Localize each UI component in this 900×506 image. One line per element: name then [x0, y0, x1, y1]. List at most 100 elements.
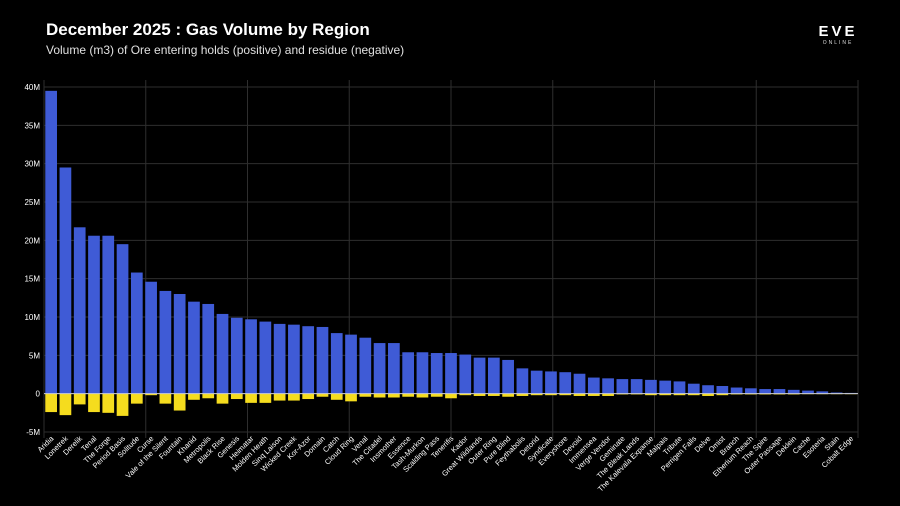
- bar-negative: [330, 393, 343, 400]
- bar-negative: [473, 393, 486, 396]
- y-tick-label: 25M: [24, 198, 40, 207]
- bar-positive: [288, 324, 300, 394]
- bar-positive: [302, 326, 315, 394]
- bar-negative: [88, 393, 100, 413]
- bar-negative: [388, 393, 400, 398]
- bar-positive: [173, 294, 186, 394]
- bar-positive: [502, 359, 514, 394]
- y-tick-label: 5M: [29, 351, 40, 360]
- bar-negative: [302, 393, 315, 400]
- bar-positive: [230, 317, 243, 394]
- y-tick-label: 0: [36, 390, 41, 399]
- bar-negative: [316, 393, 329, 397]
- bar-negative: [116, 393, 129, 416]
- logo-subtext: ONLINE: [822, 40, 854, 46]
- bars: [45, 90, 857, 416]
- bar-positive: [345, 334, 357, 394]
- bar-positive: [73, 227, 86, 394]
- bar-negative: [430, 393, 443, 397]
- bar-positive: [559, 372, 572, 394]
- bar-negative: [145, 393, 157, 396]
- bar-positive: [645, 379, 657, 394]
- bar-positive: [445, 353, 457, 394]
- bar-positive: [159, 290, 172, 394]
- bar-negative: [259, 393, 272, 403]
- bar-negative: [345, 393, 357, 402]
- bar-negative: [459, 393, 472, 396]
- chart-subtitle: Volume (m3) of Ore entering holds (posit…: [46, 43, 405, 57]
- bar-positive: [202, 303, 215, 394]
- bar-positive: [687, 383, 700, 394]
- bar-positive: [773, 389, 786, 394]
- bar-positive: [745, 388, 757, 394]
- bar-positive: [516, 368, 529, 394]
- bar-negative: [59, 393, 72, 416]
- bar-positive: [487, 357, 500, 394]
- bar-positive: [830, 392, 843, 394]
- bar-negative: [173, 393, 186, 411]
- y-tick-label: -5M: [26, 428, 40, 437]
- bar-negative: [587, 393, 600, 396]
- bar-negative: [716, 393, 729, 396]
- y-tick-label: 10M: [24, 313, 40, 322]
- y-tick-label: 40M: [24, 83, 40, 92]
- bar-positive: [359, 337, 372, 394]
- bar-positive: [759, 389, 772, 394]
- bar-negative: [202, 393, 215, 399]
- bar-positive: [259, 321, 272, 394]
- bar-positive: [545, 371, 557, 394]
- bar-positive: [316, 326, 329, 394]
- bar-positive: [416, 352, 429, 394]
- bar-negative: [445, 393, 457, 399]
- bar-positive: [459, 354, 472, 394]
- bar-negative: [402, 393, 415, 397]
- bar-negative: [673, 393, 686, 396]
- bar-negative: [702, 393, 714, 396]
- bar-positive: [659, 380, 672, 394]
- bar-negative: [359, 393, 372, 397]
- bar-positive: [59, 167, 72, 394]
- y-axis-ticks: -5M 0 5M 10M 15M 20M 25M 30M 35M 40M: [24, 83, 40, 437]
- bar-positive: [88, 235, 100, 394]
- bar-positive: [673, 381, 686, 394]
- bar-negative: [159, 393, 172, 404]
- bar-negative: [216, 393, 229, 404]
- bar-positive: [630, 379, 643, 394]
- bar-negative: [416, 393, 429, 398]
- bar-positive: [216, 313, 229, 394]
- bar-positive: [145, 281, 157, 394]
- bar-negative: [687, 393, 700, 396]
- bar-positive: [616, 379, 629, 394]
- bar-negative: [602, 393, 614, 396]
- bar-positive: [273, 323, 286, 394]
- bar-negative: [73, 393, 86, 405]
- bar-positive: [473, 357, 486, 394]
- y-tick-label: 20M: [24, 236, 40, 245]
- bar-positive: [402, 352, 415, 394]
- bar-negative: [645, 393, 657, 396]
- bar-negative: [487, 393, 500, 396]
- bar-positive: [388, 343, 400, 394]
- bar-negative: [559, 393, 572, 396]
- bar-negative: [102, 393, 115, 413]
- bar-negative: [288, 393, 300, 401]
- bar-negative: [573, 393, 586, 396]
- bar-positive: [716, 386, 729, 394]
- bar-negative: [516, 393, 529, 396]
- bar-positive: [45, 90, 57, 394]
- y-tick-label: 30M: [24, 160, 40, 169]
- bar-negative: [545, 393, 557, 396]
- bar-negative: [245, 393, 257, 403]
- bar-negative: [659, 393, 672, 396]
- bar-positive: [816, 391, 829, 394]
- y-tick-label: 35M: [24, 121, 40, 130]
- bar-positive: [102, 235, 115, 394]
- bar-positive: [245, 319, 257, 394]
- bar-positive: [116, 244, 129, 394]
- logo-text: EVE: [818, 23, 858, 40]
- bar-positive: [188, 301, 200, 394]
- bar-negative: [45, 393, 57, 413]
- bar-negative: [230, 393, 243, 400]
